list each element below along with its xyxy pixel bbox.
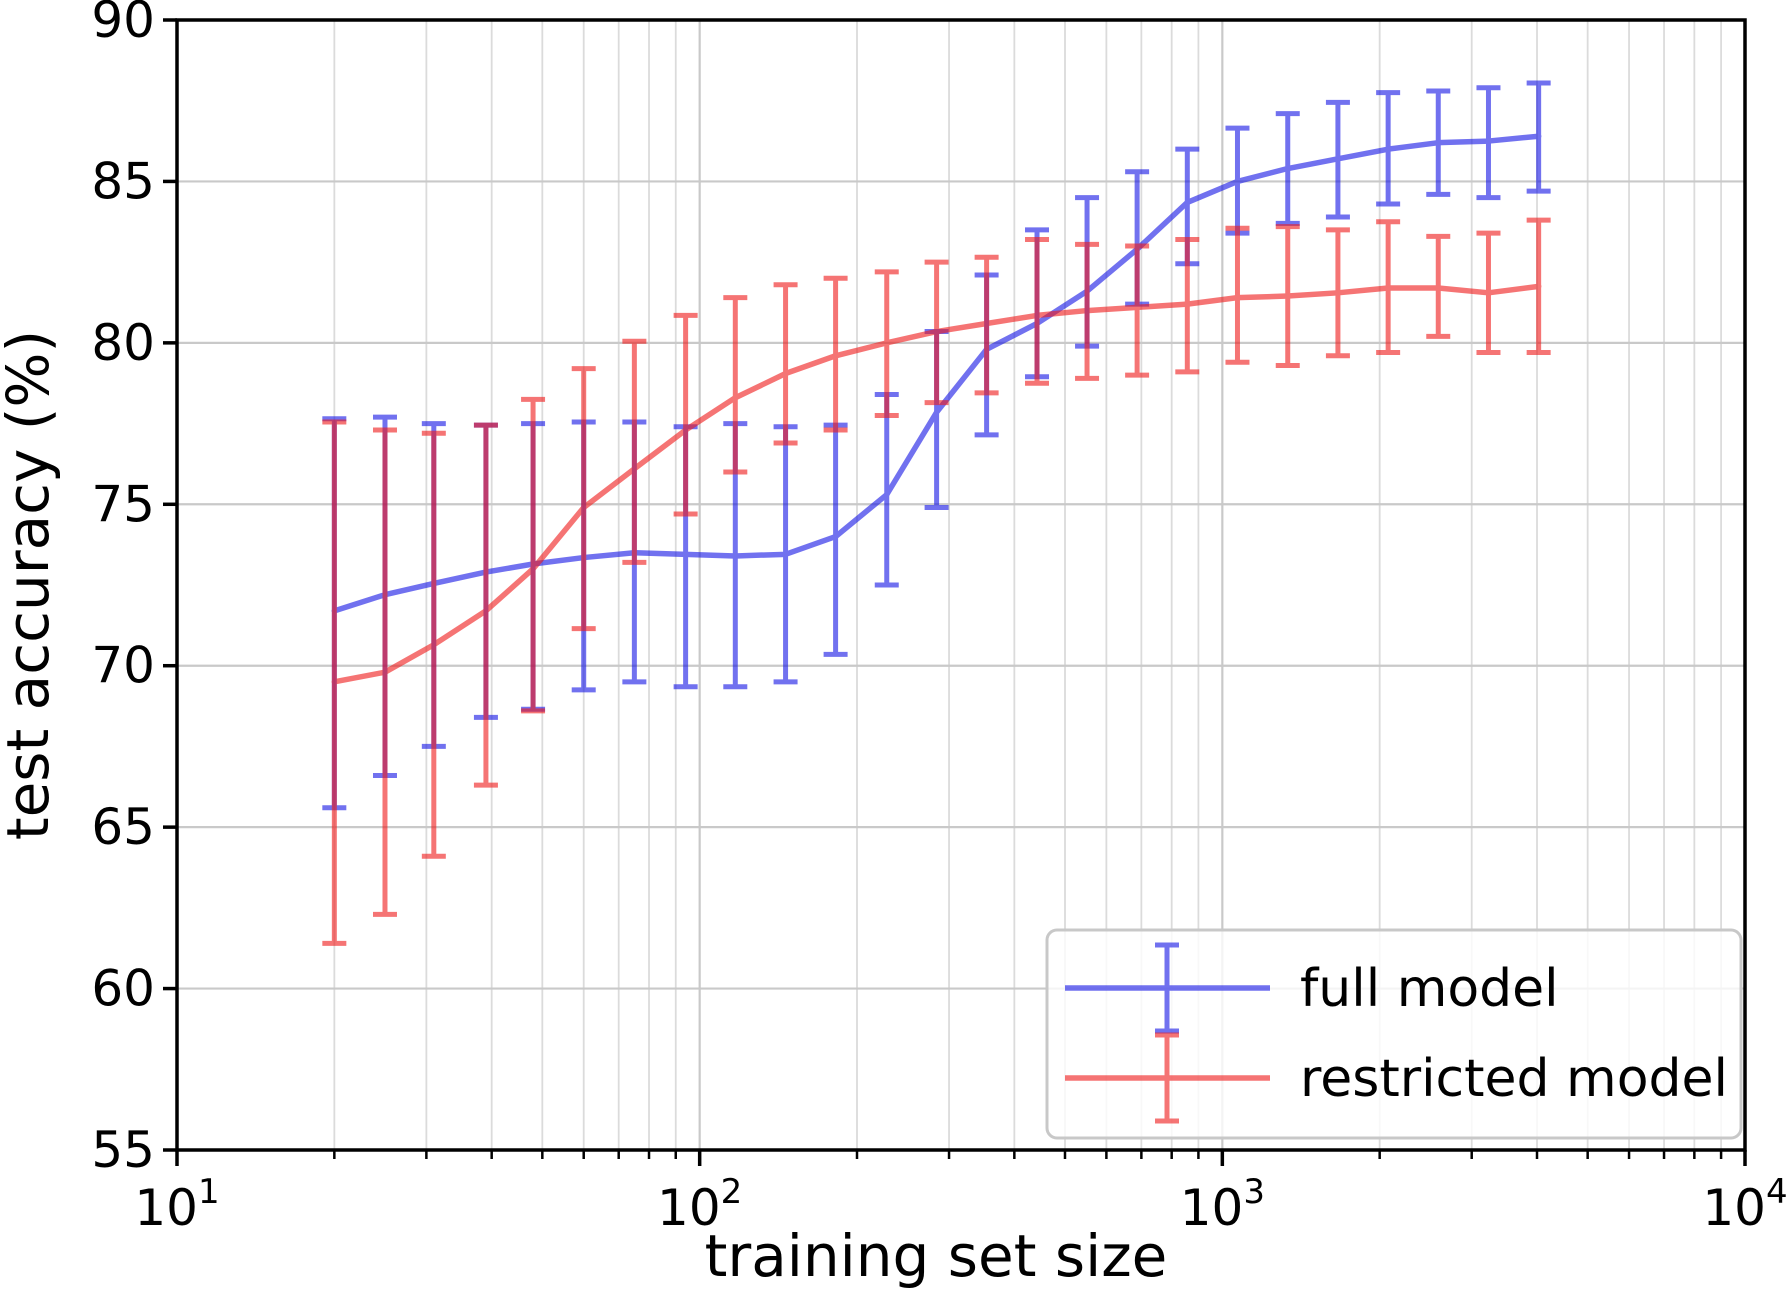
- y-tick-label: 90: [91, 0, 155, 49]
- legend-label: full model: [1300, 959, 1559, 1019]
- y-tick-label: 75: [91, 475, 155, 533]
- y-tick-label: 80: [91, 314, 155, 372]
- y-tick-label: 85: [91, 152, 155, 210]
- y-tick-label: 65: [91, 798, 155, 856]
- legend: full model restricted model: [1045, 928, 1743, 1140]
- ticks: [163, 18, 1747, 1166]
- y-tick-label: 55: [91, 1121, 155, 1179]
- x-tick-label: 102: [657, 1172, 742, 1237]
- x-tick-label: 104: [1702, 1172, 1787, 1237]
- x-axis-label: training set size: [705, 1222, 1168, 1290]
- y-tick-label: 60: [91, 960, 155, 1018]
- y-tick-label: 70: [91, 637, 155, 695]
- legend-label: restricted model: [1300, 1049, 1728, 1109]
- x-tick-labels: 101 102 103 104: [134, 1172, 1787, 1237]
- x-tick-label: 103: [1180, 1172, 1265, 1237]
- plot-border: [175, 18, 1747, 1152]
- legend-box: [1045, 928, 1743, 1140]
- legend-entry-full-model: [1065, 942, 1270, 1034]
- x-tick-label: 101: [134, 1172, 219, 1237]
- series-restricted-model: [322, 217, 1551, 946]
- y-axis-label: test accuracy (%): [0, 330, 62, 840]
- legend-entry-restricted-model: [1065, 1032, 1270, 1124]
- data-line: [331, 283, 1542, 685]
- y-tick-labels: 55 60 65 70 75 80 85 90: [91, 0, 155, 1179]
